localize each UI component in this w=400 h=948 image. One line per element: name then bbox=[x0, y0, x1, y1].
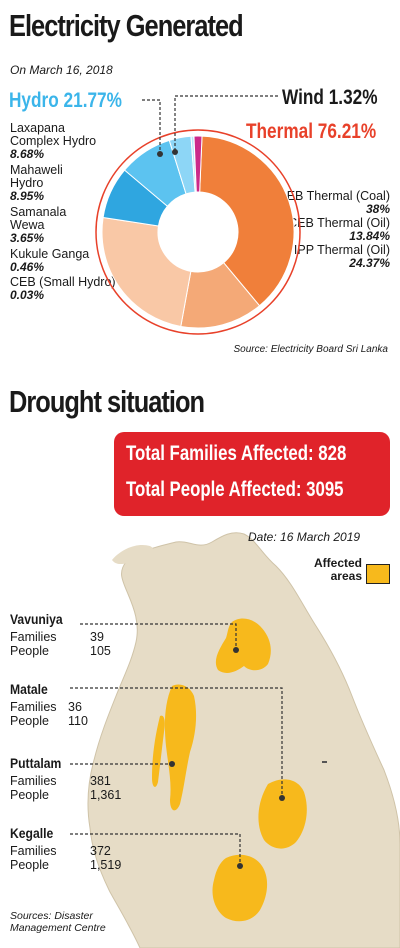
hydro-item-kukule: Kukule Ganga 0.46% bbox=[10, 248, 130, 276]
thermal-breakdown-list: CEB Thermal (Coal) 38% CEB Thermal (Oil)… bbox=[240, 190, 390, 271]
hydro-item-small-hydro: CEB (Small Hydro) 0.03% bbox=[10, 276, 130, 304]
wind-callout-line bbox=[174, 95, 278, 150]
donut-outer-ring bbox=[95, 129, 301, 335]
vavuniya-callout-dot bbox=[233, 647, 239, 653]
families-value: 381 bbox=[90, 774, 111, 788]
hydro-item-value: 8.95% bbox=[10, 189, 45, 203]
donut-slice-wind bbox=[193, 135, 203, 193]
district-name: Kegalle bbox=[10, 826, 54, 841]
hydro-item-value: 0.03% bbox=[10, 288, 45, 302]
electricity-source: Source: Electricity Board Sri Lanka bbox=[233, 344, 388, 355]
district-name: Puttalam bbox=[10, 756, 62, 771]
wind-callout-dot bbox=[172, 149, 178, 155]
thermal-item-coal: CEB Thermal (Coal) 38% bbox=[240, 190, 390, 217]
district-kegalle: Kegalle Families 372 People 1,519 bbox=[10, 826, 121, 872]
people-value: 1,361 bbox=[90, 788, 122, 802]
vavuniya-callout-line bbox=[80, 623, 237, 648]
electricity-date: On March 16, 2018 bbox=[10, 63, 113, 77]
thermal-item-value: 13.84% bbox=[349, 229, 390, 243]
people-label: People bbox=[10, 714, 49, 728]
hydro-item-name: Samanala bbox=[10, 205, 67, 219]
district-vavuniya: Vavuniya Families 39 People 105 bbox=[10, 612, 111, 658]
matale-callout-line bbox=[70, 687, 283, 796]
hydro-item-name: Laxapana bbox=[10, 121, 65, 135]
thermal-item-value: 38% bbox=[365, 202, 390, 216]
affected-areas-legend: Affected areas bbox=[294, 557, 362, 583]
electricity-title: Electricity Generated bbox=[9, 8, 244, 43]
legend-swatch bbox=[366, 564, 390, 584]
families-value: 36 bbox=[68, 700, 82, 714]
drought-date: Date: 16 March 2019 bbox=[248, 530, 361, 544]
district-matale: Matale Families 36 People 110 bbox=[10, 682, 88, 728]
hydro-callout-dot bbox=[157, 151, 163, 157]
hydro-item-value: 0.46% bbox=[10, 260, 45, 274]
map-small-marker bbox=[322, 761, 327, 763]
thermal-total-label: Thermal 76.21% bbox=[246, 120, 377, 143]
hydro-item-laxapana: Laxapana Complex Hydro 8.68% bbox=[10, 122, 130, 164]
affected-area-vavuniya bbox=[215, 618, 271, 673]
map-landmass bbox=[87, 532, 400, 948]
thermal-item-value: 24.37% bbox=[349, 256, 390, 270]
drought-source: Sources: Disaster Management Centre bbox=[10, 910, 106, 934]
hydro-item-name: Complex Hydro bbox=[10, 134, 97, 148]
map-jaffna-peninsula bbox=[112, 544, 154, 565]
matale-callout-dot bbox=[279, 795, 285, 801]
hydro-total-label: Hydro 21.77% bbox=[9, 89, 122, 112]
people-label: People bbox=[10, 644, 49, 658]
electricity-donut-chart bbox=[95, 95, 301, 335]
hydro-breakdown-list: Laxapana Complex Hydro 8.68% Mahaweli Hy… bbox=[10, 122, 130, 304]
families-label: Families bbox=[10, 700, 57, 714]
kegalle-callout-line bbox=[70, 833, 241, 864]
hydro-item-value: 8.68% bbox=[10, 147, 45, 161]
families-value: 372 bbox=[90, 844, 111, 858]
families-total: Total Families Affected: 828 bbox=[126, 442, 347, 465]
families-label: Families bbox=[10, 774, 57, 788]
thermal-item-name: CEB Thermal (Oil) bbox=[288, 216, 390, 230]
wind-total-label: Wind 1.32% bbox=[282, 86, 378, 109]
drought-totals-box: Total Families Affected: 828 Total Peopl… bbox=[114, 432, 390, 516]
people-value: 1,519 bbox=[90, 858, 122, 872]
families-value: 39 bbox=[90, 630, 104, 644]
affected-area-kegalle bbox=[212, 854, 268, 922]
hydro-item-value: 3.65% bbox=[10, 231, 45, 245]
hydro-item-name: Kukule Ganga bbox=[10, 247, 90, 261]
families-label: Families bbox=[10, 844, 57, 858]
drought-source-line1: Sources: Disaster bbox=[10, 910, 93, 922]
district-name: Matale bbox=[10, 682, 48, 697]
people-total: Total People Affected: 3095 bbox=[126, 478, 344, 501]
hydro-callout-line bbox=[142, 99, 161, 152]
affected-area-puttalam bbox=[164, 684, 197, 811]
hydro-item-samanala: Samanala Wewa 3.65% bbox=[10, 206, 130, 248]
people-label: People bbox=[10, 858, 49, 872]
people-label: People bbox=[10, 788, 49, 802]
hydro-item-name: Mahaweli bbox=[10, 163, 63, 177]
people-value: 105 bbox=[90, 644, 111, 658]
hydro-item-name: Wewa bbox=[10, 218, 45, 232]
affected-area-puttalam-strip bbox=[152, 715, 165, 787]
district-name: Vavuniya bbox=[10, 612, 63, 627]
drought-title: Drought situation bbox=[9, 384, 205, 419]
sri-lanka-map bbox=[70, 532, 400, 948]
families-label: Families bbox=[10, 630, 57, 644]
thermal-item-ceb-oil: CEB Thermal (Oil) 13.84% bbox=[240, 217, 390, 244]
hydro-item-name: CEB (Small Hydro) bbox=[10, 275, 116, 289]
hydro-item-name: Hydro bbox=[10, 176, 44, 190]
legend-label-line2: areas bbox=[330, 569, 362, 583]
district-puttalam: Puttalam Families 381 People 1,361 bbox=[10, 756, 121, 802]
thermal-item-name: IPP Thermal (Oil) bbox=[293, 243, 390, 257]
puttalam-callout-dot bbox=[169, 761, 175, 767]
people-value: 110 bbox=[68, 714, 88, 728]
thermal-item-name: CEB Thermal (Coal) bbox=[277, 189, 390, 203]
kegalle-callout-dot bbox=[237, 863, 243, 869]
donut-slice-ipp-thermal-oil bbox=[101, 216, 192, 328]
drought-source-line2: Management Centre bbox=[10, 922, 106, 934]
donut-slice-ceb-thermal-coal bbox=[199, 135, 295, 307]
legend-label-line1: Affected bbox=[313, 556, 362, 570]
thermal-item-ipp-oil: IPP Thermal (Oil) 24.37% bbox=[240, 244, 390, 271]
hydro-item-mahaweli: Mahaweli Hydro 8.95% bbox=[10, 164, 130, 206]
affected-area-matale bbox=[258, 779, 307, 849]
